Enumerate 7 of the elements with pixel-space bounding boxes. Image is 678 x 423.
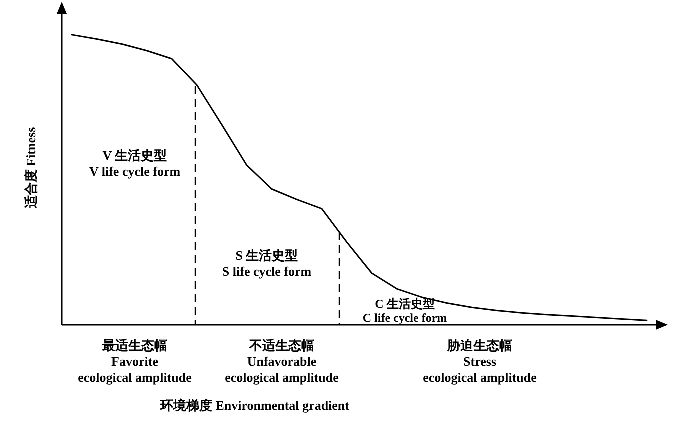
text: 环境梯度 Environmental gradient [160,398,350,413]
text: 胁迫生态幅 Stress ecological amplitude [423,338,538,385]
annotation: S 生活史型 S life cycle form [222,248,312,279]
text: 最适生态幅 Favorite ecological amplitude [78,338,192,385]
annotation: V 生活史型 V life cycle form [89,148,181,179]
text: 不适生态幅 Unfavorable ecological amplitude [225,338,340,385]
y-axis-title: 适合度 Fitness [23,127,38,210]
